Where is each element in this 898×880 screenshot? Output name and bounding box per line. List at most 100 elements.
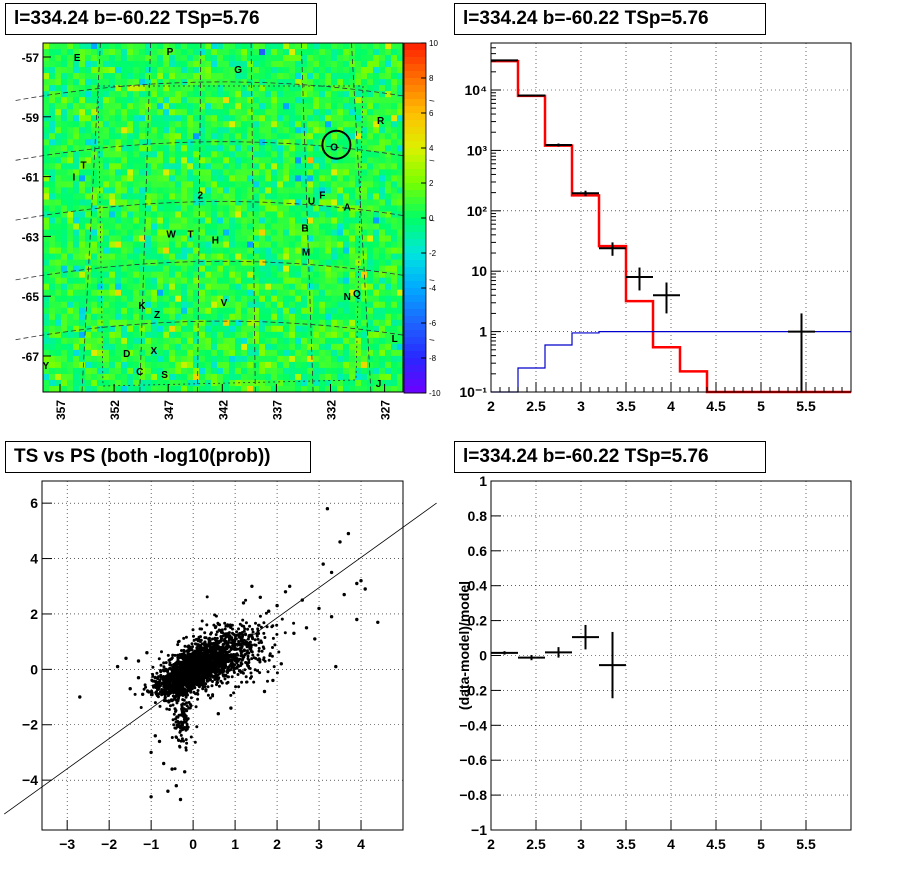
heat-cell — [157, 79, 163, 85]
heat-cell — [133, 332, 139, 338]
heat-cell — [367, 127, 373, 133]
heat-cell — [241, 272, 247, 278]
heat-cell — [103, 236, 109, 242]
heat-cell — [169, 326, 175, 332]
heat-cell — [211, 272, 217, 278]
heat-cell — [361, 332, 367, 338]
heat-cell — [169, 374, 175, 380]
source-label: 2 — [198, 191, 204, 202]
heat-cell — [187, 139, 193, 145]
heat-cell — [331, 350, 337, 356]
heat-cell — [265, 55, 271, 61]
heat-cell — [115, 230, 121, 236]
heat-cell — [253, 43, 259, 49]
heat-cell — [295, 121, 301, 127]
heat-cell — [277, 266, 283, 272]
heat-cell — [289, 55, 295, 61]
heat-cell — [97, 374, 103, 380]
heat-cell — [361, 43, 367, 49]
heat-cell — [253, 169, 259, 175]
heat-cell — [397, 302, 403, 308]
heat-cell — [289, 61, 295, 67]
heat-cell — [127, 43, 133, 49]
heat-cell — [313, 127, 319, 133]
heat-cell — [313, 302, 319, 308]
heat-cell — [277, 338, 283, 344]
heat-cell — [385, 302, 391, 308]
heat-cell — [187, 127, 193, 133]
heat-cell — [175, 151, 181, 157]
heat-cell — [301, 296, 307, 302]
heat-cell — [331, 320, 337, 326]
heat-cell — [61, 175, 67, 181]
heat-cell — [67, 163, 73, 169]
colorbar-band — [404, 148, 426, 156]
heat-cell — [109, 67, 115, 73]
heat-cell — [103, 193, 109, 199]
heat-cell — [121, 169, 127, 175]
heat-cell — [85, 296, 91, 302]
heat-cell — [229, 121, 235, 127]
heat-cell — [73, 356, 79, 362]
heat-cell — [133, 127, 139, 133]
heat-cell — [181, 314, 187, 320]
heat-cell — [397, 380, 403, 386]
heat-cell — [337, 55, 343, 61]
heat-cell — [307, 43, 313, 49]
heat-cell — [217, 224, 223, 230]
heat-cell — [343, 91, 349, 97]
heat-cell — [205, 314, 211, 320]
heat-cell — [181, 211, 187, 217]
heat-cell — [217, 338, 223, 344]
heat-cell — [259, 181, 265, 187]
heat-cell — [163, 163, 169, 169]
heat-cell — [253, 163, 259, 169]
y-tick-label: -63 — [22, 230, 40, 244]
heat-cell — [337, 224, 343, 230]
heat-cell — [343, 332, 349, 338]
heat-cell — [331, 278, 337, 284]
heat-cell — [139, 145, 145, 151]
heat-cell — [163, 356, 169, 362]
heat-cell — [301, 362, 307, 368]
heat-cell — [133, 290, 139, 296]
heat-cell — [229, 187, 235, 193]
heat-cell — [235, 236, 241, 242]
heat-cell — [49, 380, 55, 386]
heat-cell — [349, 350, 355, 356]
heat-cell — [289, 49, 295, 55]
heat-cell — [193, 55, 199, 61]
heat-cell — [199, 356, 205, 362]
heat-cell — [379, 163, 385, 169]
source-label: J — [376, 379, 382, 390]
heat-cell — [55, 169, 61, 175]
heat-cell — [283, 302, 289, 308]
heat-cell — [79, 230, 85, 236]
heat-cell — [187, 266, 193, 272]
heat-cell — [391, 242, 397, 248]
heat-cell — [109, 332, 115, 338]
heat-cell — [319, 314, 325, 320]
heat-cell — [43, 61, 49, 67]
heat-cell — [331, 163, 337, 169]
heat-cell — [367, 79, 373, 85]
heat-cell — [115, 326, 121, 332]
heat-cell — [343, 236, 349, 242]
heat-cell — [385, 290, 391, 296]
heat-cell — [157, 49, 163, 55]
heat-cell — [259, 266, 265, 272]
heat-cell — [205, 49, 211, 55]
heat-cell — [97, 266, 103, 272]
heat-cell — [163, 67, 169, 73]
heat-cell — [139, 199, 145, 205]
heat-cell — [301, 386, 307, 392]
heat-cell — [175, 314, 181, 320]
heat-cell — [217, 139, 223, 145]
heat-cell — [289, 193, 295, 199]
heat-cell — [151, 230, 157, 236]
heat-cell — [169, 151, 175, 157]
heat-cell — [313, 103, 319, 109]
heat-cell — [367, 326, 373, 332]
heat-cell — [49, 224, 55, 230]
heat-cell — [235, 272, 241, 278]
